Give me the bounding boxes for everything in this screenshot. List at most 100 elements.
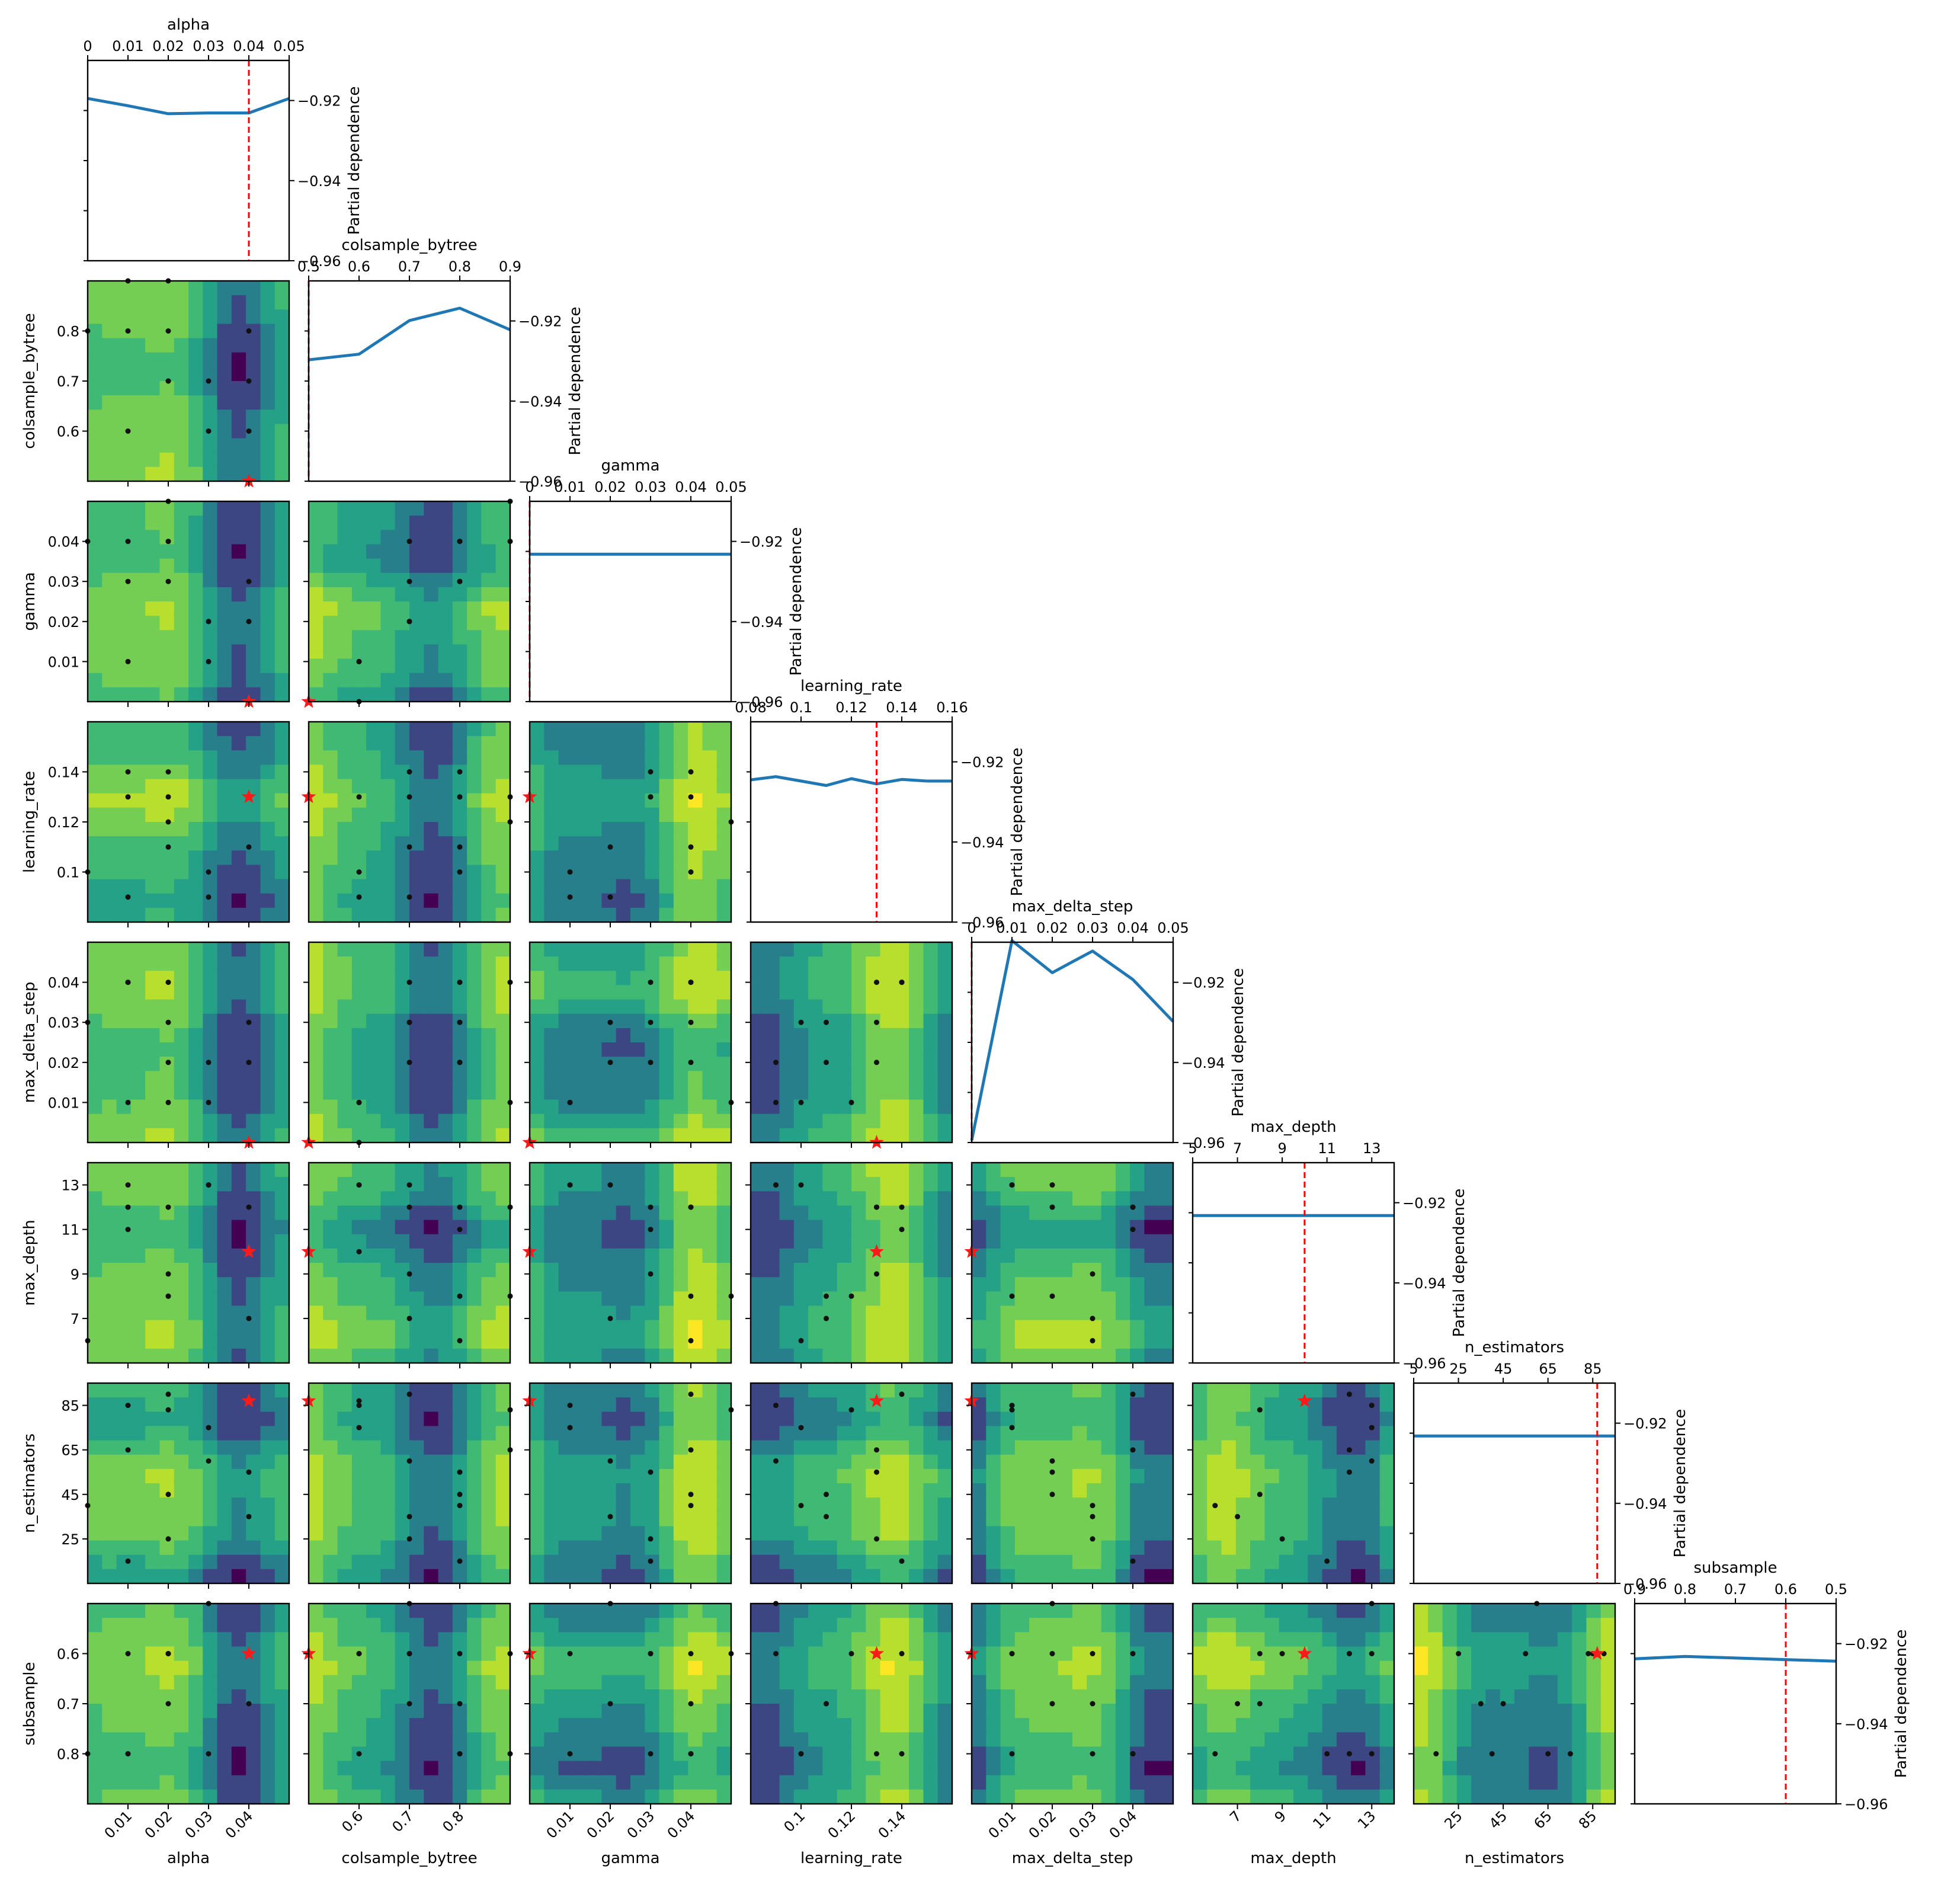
contour-cell <box>145 630 161 645</box>
contour-cell <box>424 793 439 808</box>
contour-cell <box>88 352 103 367</box>
contour-cell <box>530 1334 544 1349</box>
contour-cell <box>260 907 276 922</box>
contour-cell <box>246 1540 261 1556</box>
contour-cell <box>530 1454 544 1470</box>
contour-cell <box>217 1383 232 1398</box>
contour-cell <box>909 1383 924 1398</box>
sample-point <box>206 428 212 434</box>
contour-cell <box>793 1440 809 1455</box>
contour-cell <box>495 1163 510 1177</box>
contour-cell <box>495 1291 510 1307</box>
contour-cell <box>188 1085 203 1100</box>
contour-cell <box>702 999 718 1015</box>
contour-cell <box>467 1028 482 1043</box>
contour-cell <box>1087 1163 1102 1177</box>
contour-cell <box>1279 1540 1294 1556</box>
contour-cell <box>145 1704 161 1719</box>
contour-cell <box>894 985 909 1000</box>
contour-cell <box>765 971 780 986</box>
contour-cell <box>260 466 276 481</box>
sample-point <box>648 1271 654 1277</box>
contour-cell <box>174 295 189 310</box>
contour-cell <box>366 1013 382 1029</box>
contour-cell <box>558 985 574 1000</box>
contour-cell <box>716 999 731 1015</box>
contour-cell <box>274 793 289 808</box>
contour-panel-learning_rate-vs-colsample_bytree <box>301 721 513 927</box>
contour-cell <box>822 1348 838 1363</box>
contour-cell <box>174 1789 189 1804</box>
contour-cell <box>673 1454 688 1470</box>
contour-cell <box>1101 1383 1116 1398</box>
contour-cell <box>1351 1454 1366 1470</box>
contour-cell <box>467 1334 482 1349</box>
contour-cell <box>145 999 161 1015</box>
sample-point <box>206 894 212 900</box>
sample-point <box>648 1558 654 1564</box>
contour-cell <box>716 1205 731 1221</box>
contour-cell <box>572 942 588 957</box>
contour-cell <box>366 630 382 645</box>
right-tick-label: −0.96 <box>739 694 783 711</box>
contour-cell <box>544 1263 559 1278</box>
contour-cell <box>409 893 424 908</box>
contour-cell <box>424 1128 439 1143</box>
sample-point <box>688 1337 694 1343</box>
contour-cell <box>1207 1468 1222 1484</box>
contour-cell <box>866 1085 881 1100</box>
sample-point <box>1130 1204 1136 1210</box>
contour-cell <box>260 601 276 616</box>
contour-cell <box>217 1426 232 1441</box>
contour-cell <box>1029 1569 1045 1583</box>
contour-cell <box>174 1205 189 1221</box>
contour-cell <box>380 764 396 780</box>
contour-cell <box>587 1305 603 1321</box>
contour-cell <box>544 1099 559 1115</box>
contour-cell <box>260 793 276 808</box>
contour-cell <box>438 1177 453 1192</box>
contour-cell <box>808 1085 824 1100</box>
contour-cell <box>380 630 396 645</box>
contour-cell <box>765 1248 780 1263</box>
contour-cell <box>274 1113 289 1129</box>
contour-cell <box>231 281 246 296</box>
contour-cell <box>116 395 132 410</box>
sample-point <box>824 1293 829 1299</box>
contour-cell <box>337 779 353 794</box>
contour-cell <box>424 673 439 688</box>
contour-cell <box>116 736 132 751</box>
contour-cell <box>203 956 218 971</box>
contour-cell <box>1029 1397 1045 1412</box>
contour-cell <box>587 1028 603 1043</box>
contour-cell <box>1014 1569 1030 1583</box>
contour-cell <box>351 572 367 588</box>
contour-cell <box>1115 1305 1130 1321</box>
top-tick-label: 11 <box>1318 1140 1336 1157</box>
contour-cell <box>495 850 510 866</box>
contour-cell <box>716 1263 731 1278</box>
contour-cell <box>716 1220 731 1235</box>
contour-cell <box>1351 1569 1366 1583</box>
sample-point <box>457 1492 463 1497</box>
contour-cell <box>909 1320 924 1335</box>
contour-cell <box>351 1163 367 1177</box>
contour-cell <box>937 1454 952 1470</box>
contour-cell <box>380 1426 396 1441</box>
contour-cell <box>495 1526 510 1541</box>
contour-panel-frame <box>87 941 290 1144</box>
contour-cell <box>159 1163 175 1177</box>
contour-cell <box>274 1013 289 1029</box>
sample-point <box>688 1447 694 1453</box>
contour-cell <box>645 1497 660 1512</box>
contour-cell <box>765 1291 780 1307</box>
contour-cell <box>587 1042 603 1057</box>
contour-cell <box>630 942 645 957</box>
sample-point <box>688 869 694 875</box>
contour-cell <box>822 1334 838 1349</box>
contour-cell <box>217 501 232 516</box>
contour-cell <box>558 1042 574 1057</box>
contour-cell <box>1087 1468 1102 1484</box>
contour-cell <box>116 1320 132 1335</box>
contour-cell <box>716 942 731 957</box>
